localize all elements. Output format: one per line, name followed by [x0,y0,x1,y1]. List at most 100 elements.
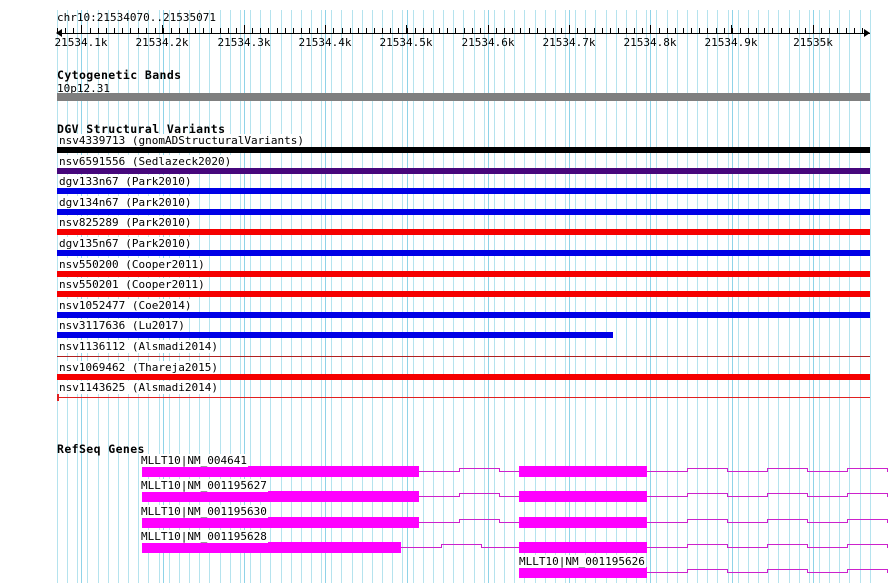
dgv-track-bar[interactable] [57,250,870,256]
refseq-transcript-label[interactable]: MLLT10|NM_001195628 [140,530,268,543]
refseq-transcript-label[interactable]: MLLT10|NM_001195630 [140,505,268,518]
ruler-tick-minor [106,28,107,34]
refseq-intron-riser [727,519,728,523]
refseq-intron [727,572,767,573]
dgv-track-label[interactable]: nsv1069462 (Thareja2015) [59,361,220,374]
ruler-tick-major [813,25,814,34]
ruler-tick-minor [756,28,757,34]
refseq-exon[interactable] [142,491,419,502]
dgv-track-label[interactable]: nsv1052477 (Coe2014) [59,299,194,312]
dgv-track-bar[interactable] [57,312,870,318]
ruler-tick-minor [626,28,627,34]
refseq-transcript-label[interactable]: MLLT10|NM_001195626 [518,555,646,568]
dgv-track-bar[interactable] [57,374,870,380]
refseq-exon[interactable] [519,517,647,528]
ruler-tick-label: 21534.3k [217,36,271,49]
ruler-tick-label: 21534.9k [704,36,758,49]
dgv-track-bar[interactable] [57,147,870,153]
refseq-intron [419,471,459,472]
refseq-intron [401,547,441,548]
refseq-exon[interactable] [519,491,647,502]
dgv-track-label[interactable]: dgv134n67 (Park2010) [59,196,194,209]
dgv-track-label[interactable]: nsv3117636 (Lu2017) [59,319,187,332]
dgv-track-bar[interactable] [57,291,870,297]
dgv-track-bar[interactable] [57,168,870,174]
ruler-tick-minor [98,28,99,34]
ruler-tick-label: 21534.5k [379,36,433,49]
cytoband-bar[interactable] [57,93,870,101]
ruler-tick-minor [268,28,269,34]
refseq-intron-riser [887,569,888,573]
ruler-tick-minor [634,28,635,34]
refseq-intron [647,547,687,548]
ruler-tick-minor [618,28,619,34]
ruler-tick-minor [293,28,294,34]
ruler-tick-minor [854,28,855,34]
refseq-exon[interactable] [519,567,647,578]
refseq-intron-riser [481,544,482,548]
dgv-track-bar[interactable] [57,229,870,235]
ruler-tick-minor [317,28,318,34]
ruler-tick-minor [781,28,782,34]
dgv-track-line[interactable] [57,356,870,357]
ruler-tick-major [569,25,570,34]
ruler-tick-minor [350,28,351,34]
dgv-track-bar[interactable] [57,271,870,277]
refseq-intron-riser [441,544,442,548]
dgv-track-line[interactable] [57,397,870,398]
section-title-dgv-structural-variants: DGV Structural Variants [57,122,226,136]
refseq-intron-riser [727,468,728,472]
dgv-track-label[interactable]: nsv1143625 (Alsmadi2014) [59,381,220,394]
dgv-track-label[interactable]: nsv4339713 (gnomADStructuralVariants) [59,134,307,147]
dgv-track-label[interactable]: nsv825289 (Park2010) [59,216,194,229]
ruler-tick-minor [146,28,147,34]
refseq-intron-riser [459,493,460,497]
refseq-intron-riser [727,544,728,548]
ruler-tick-label: 21534.8k [623,36,677,49]
dgv-track-bar[interactable] [57,209,870,215]
ruler-tick-major [81,25,82,34]
refseq-intron-riser [847,519,848,523]
refseq-intron [767,519,807,520]
ruler-tick-minor [732,28,733,34]
ruler-tick-minor [537,28,538,34]
ruler-tick-minor [211,28,212,34]
ruler-tick-minor [764,28,765,34]
ruler-tick-minor [805,28,806,34]
dgv-track-label[interactable]: dgv135n67 (Park2010) [59,237,194,250]
dgv-track-bar[interactable] [57,188,870,194]
refseq-intron [647,572,687,573]
refseq-intron [767,468,807,469]
ruler-tick-major [488,25,489,34]
ruler-tick-minor [577,28,578,34]
refseq-intron [847,519,887,520]
ruler-tick-minor [797,28,798,34]
ruler-tick-minor [301,28,302,34]
refseq-exon[interactable] [142,517,419,528]
refseq-intron-riser [727,569,728,573]
refseq-intron [727,522,767,523]
dgv-track-label[interactable]: dgv133n67 (Park2010) [59,175,194,188]
dgv-track-label[interactable]: nsv6591556 (Sedlazeck2020) [59,155,234,168]
ruler-tick-minor [691,28,692,34]
refseq-intron [647,496,687,497]
ruler-tick-minor [285,28,286,34]
refseq-intron [727,471,767,472]
refseq-intron-riser [807,569,808,573]
dgv-track-label[interactable]: nsv550201 (Cooper2011) [59,278,207,291]
dgv-track-label[interactable]: nsv1136112 (Alsmadi2014) [59,340,220,353]
refseq-exon[interactable] [519,466,647,477]
ruler-tick-major [650,25,651,34]
dgv-track-label[interactable]: nsv550200 (Cooper2011) [59,258,207,271]
refseq-transcript-label[interactable]: MLLT10|NM_004641 [140,454,248,467]
refseq-transcript-label[interactable]: MLLT10|NM_001195627 [140,479,268,492]
refseq-exon[interactable] [142,466,419,477]
ruler-tick-label: 21534.4k [298,36,352,49]
refseq-intron [767,544,807,545]
dgv-track-bar[interactable] [57,332,613,338]
refseq-exon[interactable] [519,542,647,553]
ruler-tick-minor [252,28,253,34]
refseq-intron [807,547,847,548]
refseq-exon[interactable] [142,542,401,553]
ruler-tick-minor [504,28,505,34]
